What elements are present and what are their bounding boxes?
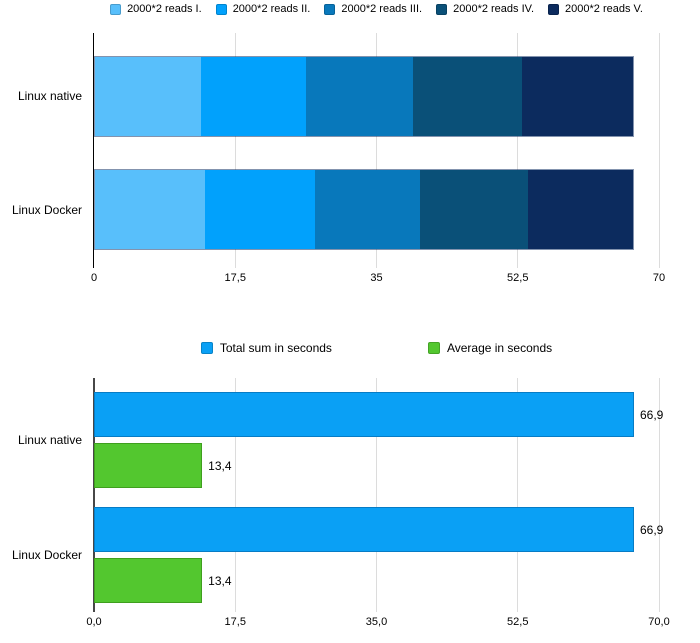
legend-swatch-icon — [215, 3, 227, 15]
gridline — [658, 33, 660, 268]
x-tick-label: 35 — [370, 272, 383, 284]
bar-segment — [527, 170, 633, 249]
stacked-bar — [94, 169, 634, 250]
legend-swatch-icon — [548, 3, 560, 15]
legend-swatch-icon — [110, 3, 122, 15]
x-tick-label: 52,5 — [507, 616, 529, 628]
x-tick-label: 0 — [90, 272, 98, 284]
grouped-chart-legend: Total sum in seconds Average in seconds — [94, 341, 659, 355]
x-tick-label: 35,0 — [365, 616, 388, 628]
bar-segment — [95, 170, 205, 249]
bar-segment — [413, 57, 522, 136]
bar-segment — [95, 57, 201, 136]
bar-value-label: 66,9 — [639, 522, 664, 537]
legend-item: 2000*2 reads V. — [548, 3, 643, 15]
legend-item: 2000*2 reads II. — [215, 3, 311, 15]
gridline — [376, 33, 377, 268]
legend-item: 2000*2 reads III. — [324, 3, 422, 15]
gridline — [517, 378, 519, 612]
bar-segment — [521, 57, 633, 136]
gridline — [658, 378, 660, 612]
legend-swatch-icon — [427, 342, 440, 354]
stacked-bar — [94, 56, 634, 137]
bar-segment — [204, 170, 316, 249]
bar-value-label: 13,4 — [208, 458, 232, 473]
y-axis-line — [93, 33, 94, 268]
bar-value-label: 13,4 — [208, 573, 232, 588]
bar-segment — [315, 170, 421, 249]
legend-item-label: 2000*2 reads III. — [341, 3, 423, 15]
legend-item: 2000*2 reads IV. — [436, 3, 534, 15]
x-tick-label: 17,5 — [224, 616, 246, 628]
x-tick-label: 52,5 — [507, 272, 529, 284]
x-tick-label: 17,5 — [224, 272, 246, 284]
bar-segment — [200, 57, 306, 136]
legend-item-label: 2000*2 reads II. — [232, 3, 311, 15]
y-axis-line — [93, 378, 95, 612]
legend-item-label: 2000*2 reads I. — [127, 3, 202, 15]
x-tick-label: 70,0 — [648, 616, 670, 628]
stacked-chart-legend: 2000*2 reads I. 2000*2 reads II. 2000*2 re… — [94, 3, 659, 15]
category-label: Linux Docker — [11, 548, 82, 562]
value-bar — [94, 558, 203, 603]
legend-swatch-icon — [324, 3, 336, 15]
gridline — [234, 33, 236, 268]
category-label: Linux native — [17, 89, 82, 103]
category-label: Linux native — [17, 433, 82, 447]
gridline — [234, 378, 236, 612]
legend-item: 2000*2 reads I. — [110, 3, 202, 15]
gridline — [517, 33, 519, 268]
legend-item-label: Average in seconds — [446, 341, 553, 355]
legend-item: Average in seconds — [427, 341, 553, 355]
x-tick-label: 0,0 — [86, 616, 102, 628]
legend-item-label: 2000*2 reads V. — [565, 3, 643, 15]
bar-value-label: 66,9 — [639, 407, 664, 422]
value-bar — [94, 392, 634, 437]
value-bar — [94, 443, 203, 488]
x-tick-label: 70 — [652, 272, 666, 284]
bar-segment — [305, 57, 413, 136]
legend-swatch-icon — [436, 3, 448, 15]
gridline — [376, 378, 377, 612]
value-bar — [94, 507, 634, 552]
legend-item: Total sum in seconds — [200, 341, 332, 355]
bar-segment — [420, 170, 528, 249]
legend-item-label: Total sum in seconds — [219, 341, 332, 355]
legend-item-label: 2000*2 reads IV. — [453, 3, 535, 15]
legend-swatch-icon — [200, 342, 213, 354]
category-label: Linux Docker — [11, 203, 82, 217]
